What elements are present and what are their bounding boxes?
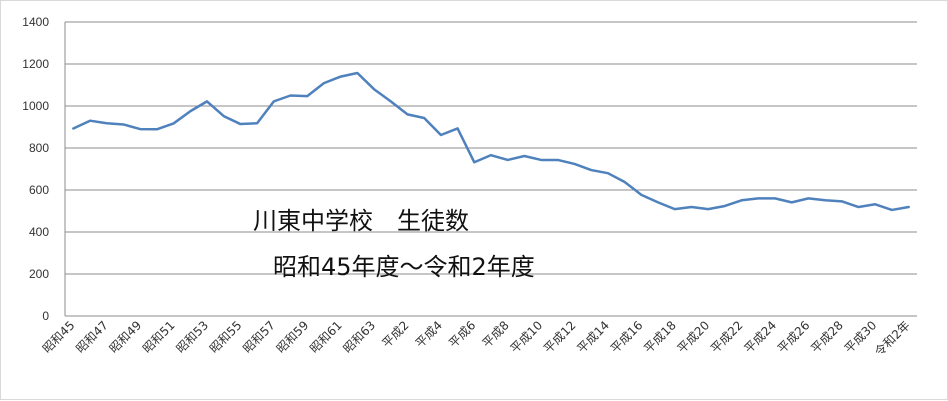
y-tick-label: 800: [29, 141, 49, 155]
series-line-0: [73, 73, 908, 210]
x-tick-label: 平成28: [808, 318, 846, 356]
x-tick-group: 昭和53: [173, 318, 211, 356]
x-tick-group: 平成18: [641, 318, 679, 356]
x-tick-group: 平成6: [446, 318, 478, 350]
x-tick-label: 昭和59: [274, 318, 312, 356]
x-tick-group: 平成24: [741, 318, 779, 356]
x-tick-label: 令和2年: [871, 318, 912, 359]
x-tick-label: 昭和53: [173, 318, 211, 356]
x-axis-ticks: 昭和45昭和47昭和49昭和51昭和53昭和55昭和57昭和59昭和61昭和63…: [40, 318, 913, 359]
x-tick-label: 平成2: [379, 318, 411, 350]
x-tick-label: 平成26: [775, 318, 813, 356]
y-tick-label: 1000: [22, 99, 49, 113]
y-axis-ticks: 0 200 400 600 800 1000 1200 1400: [22, 15, 49, 323]
y-tick-label: 600: [29, 183, 49, 197]
chart-title-line-1: 川東中学校 生徒数: [253, 207, 469, 235]
x-tick-label: 昭和45: [40, 318, 78, 356]
chart-title-line-2: 昭和45年度～令和2年度: [273, 253, 535, 281]
x-tick-label: 昭和63: [341, 318, 379, 356]
x-tick-label: 昭和57: [240, 318, 278, 356]
x-tick-group: 平成16: [608, 318, 646, 356]
x-tick-group: 平成2: [379, 318, 411, 350]
y-tick-label: 0: [42, 309, 49, 323]
x-tick-group: 平成4: [413, 318, 445, 350]
x-tick-label: 平成24: [741, 318, 779, 356]
x-tick-label: 平成6: [446, 318, 478, 350]
x-tick-group: 昭和45: [40, 318, 78, 356]
x-tick-group: 昭和63: [341, 318, 379, 356]
x-tick-group: 昭和55: [207, 318, 245, 356]
x-tick-group: 昭和49: [107, 318, 145, 356]
x-tick-label: 平成20: [675, 318, 713, 356]
x-tick-group: 平成12: [541, 318, 579, 356]
y-tick-label: 200: [29, 267, 49, 281]
series-layer: [73, 73, 908, 210]
x-tick-label: 平成12: [541, 318, 579, 356]
x-tick-group: 平成28: [808, 318, 846, 356]
x-tick-label: 昭和55: [207, 318, 245, 356]
x-tick-label: 昭和61: [307, 318, 345, 356]
x-tick-group: 昭和59: [274, 318, 312, 356]
x-tick-label: 昭和49: [107, 318, 145, 356]
x-tick-label: 平成18: [641, 318, 679, 356]
x-tick-label: 平成22: [708, 318, 746, 356]
x-tick-group: 昭和51: [140, 318, 178, 356]
y-tick-label: 400: [29, 225, 49, 239]
x-tick-group: 平成14: [574, 318, 612, 356]
x-tick-group: 昭和57: [240, 318, 278, 356]
x-tick-label: 昭和51: [140, 318, 178, 356]
x-tick-group: 平成20: [675, 318, 713, 356]
x-tick-group: 昭和47: [73, 318, 111, 356]
x-tick-group: 平成22: [708, 318, 746, 356]
x-tick-group: 平成26: [775, 318, 813, 356]
y-tick-label: 1200: [22, 57, 49, 71]
y-tick-label: 1400: [22, 15, 49, 29]
x-tick-group: 昭和61: [307, 318, 345, 356]
x-tick-label: 平成16: [608, 318, 646, 356]
x-tick-group: 平成10: [508, 318, 546, 356]
x-tick-label: 平成4: [413, 318, 445, 350]
x-tick-label: 昭和47: [73, 318, 111, 356]
x-tick-label: 平成14: [574, 318, 612, 356]
x-tick-label: 平成10: [508, 318, 546, 356]
x-tick-group: 令和2年: [871, 318, 912, 359]
